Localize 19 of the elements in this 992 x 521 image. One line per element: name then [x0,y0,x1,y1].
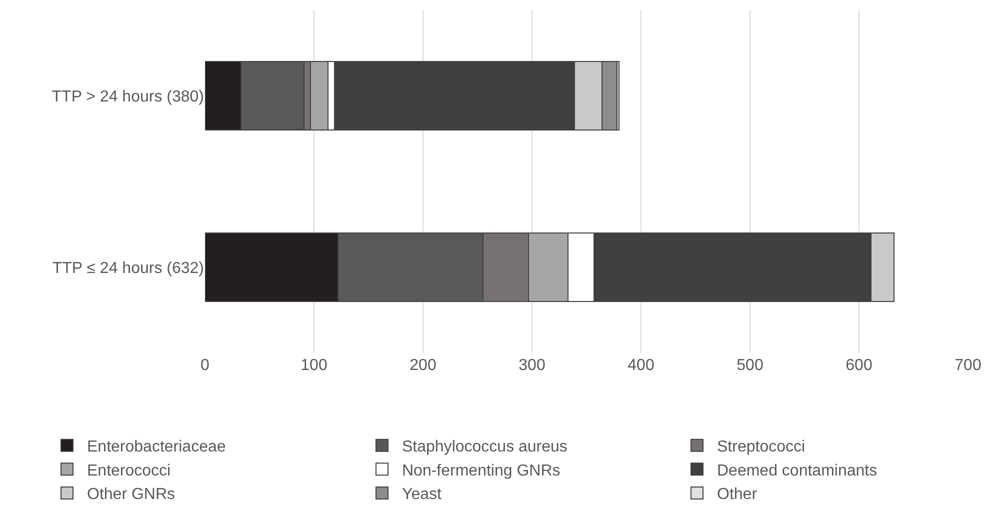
x-tick-label: 700 [954,357,982,374]
legend-label: Enterobacteriaceae [87,438,226,456]
legend-label: Other GNRs [87,486,176,504]
x-tick-label: 0 [200,357,210,374]
legend-label: Other [717,486,758,504]
y-tick-label: TTP ≤ 24 hours (632) [52,260,204,277]
x-tick-label: 600 [846,357,872,374]
legend-label: Staphylococcus aureus [402,438,568,456]
x-tick-label: 500 [736,357,764,374]
x-tick-label: 100 [300,357,328,374]
legend-label: Enterococci [87,462,171,480]
legend-label: Non-fermenting GNRs [402,462,560,480]
legend-label: Deemed contaminants [717,462,878,480]
x-tick-label: 300 [518,357,546,374]
x-tick-label: 200 [410,357,436,374]
legend-label: Yeast [402,486,442,504]
x-tick-label: 400 [628,357,654,374]
y-tick-label: TTP > 24 hours (380) [52,88,204,106]
legend-label: Streptococci [717,438,806,456]
